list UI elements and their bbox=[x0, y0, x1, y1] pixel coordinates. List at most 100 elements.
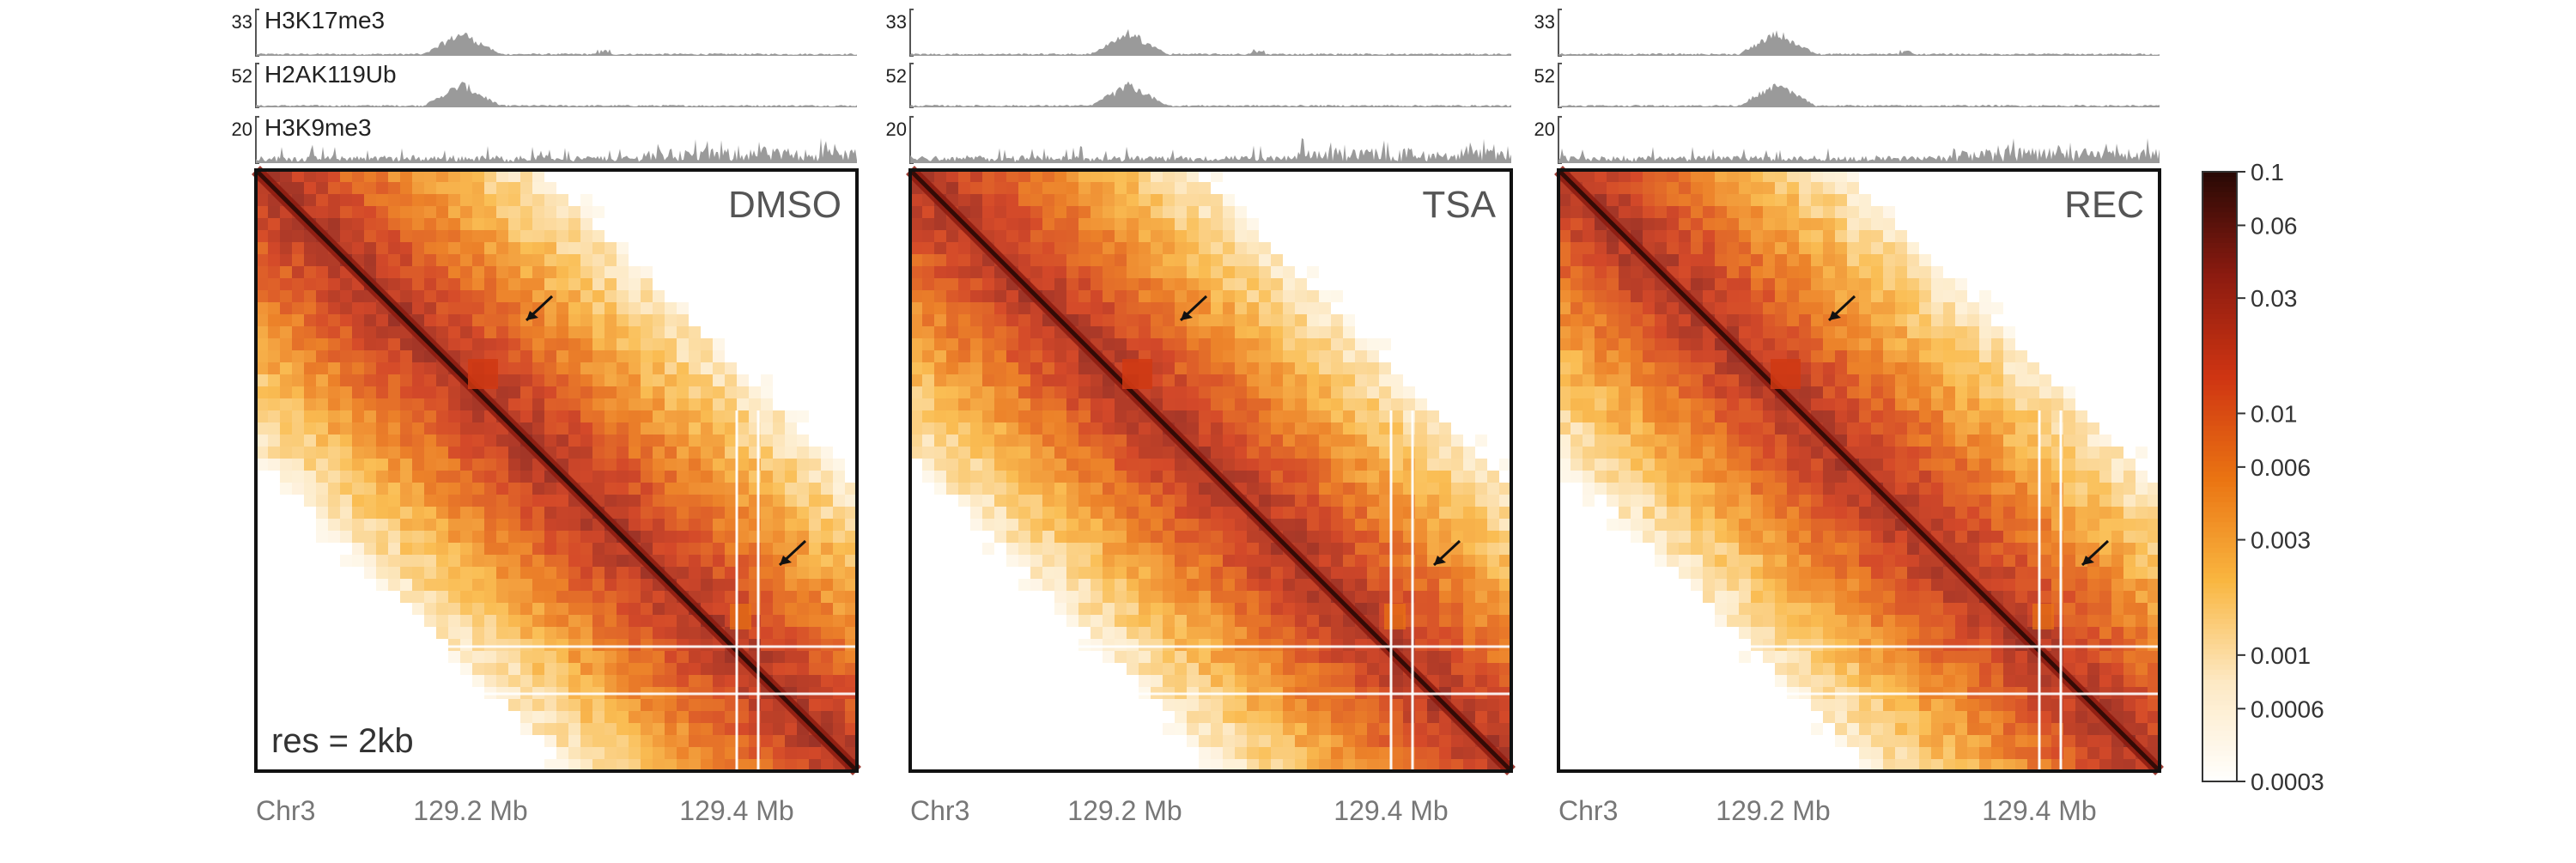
contact-cell bbox=[1847, 555, 1859, 567]
contact-cell bbox=[1571, 326, 1583, 338]
contact-cell bbox=[1739, 531, 1751, 543]
contact-cell bbox=[1883, 362, 1895, 374]
contact-cell bbox=[617, 398, 629, 410]
contact-cell bbox=[424, 531, 436, 543]
contact-cell bbox=[1463, 639, 1475, 651]
contact-cell bbox=[508, 507, 520, 519]
contact-cell bbox=[1175, 206, 1187, 218]
contact-cell bbox=[713, 471, 725, 483]
contact-cell bbox=[424, 278, 436, 290]
contact-cell bbox=[1066, 555, 1078, 567]
contact-cell bbox=[280, 218, 292, 230]
contact-cell bbox=[424, 543, 436, 555]
contact-cell bbox=[532, 639, 544, 651]
contact-cell bbox=[1259, 471, 1271, 483]
contact-cell bbox=[2003, 483, 2015, 495]
contact-cell bbox=[629, 278, 641, 290]
contact-cell bbox=[1295, 362, 1307, 374]
contact-cell bbox=[1355, 374, 1367, 386]
contact-cell bbox=[508, 699, 520, 711]
contact-cell bbox=[1463, 519, 1475, 531]
contact-cell bbox=[1367, 747, 1379, 759]
contact-cell bbox=[256, 326, 268, 338]
contact-cell bbox=[725, 410, 737, 422]
contact-cell bbox=[280, 398, 292, 410]
contact-cell bbox=[592, 759, 605, 771]
contact-cell bbox=[1283, 447, 1295, 459]
contact-cell bbox=[1907, 374, 1919, 386]
contact-cell bbox=[1199, 218, 1211, 230]
contact-cell bbox=[1078, 242, 1091, 254]
contact-cell bbox=[1895, 543, 1907, 555]
contact-cell bbox=[1487, 507, 1499, 519]
contact-cell bbox=[1907, 398, 1919, 410]
contact-cell bbox=[1103, 194, 1115, 206]
contact-cell bbox=[1139, 302, 1151, 314]
contact-cell bbox=[1103, 266, 1115, 278]
contact-cell bbox=[1415, 531, 1427, 543]
contact-cell bbox=[328, 386, 340, 398]
contact-cell bbox=[1211, 230, 1223, 242]
contact-cell bbox=[1715, 170, 1727, 182]
contact-cell bbox=[1163, 555, 1175, 567]
contact-cell bbox=[568, 651, 580, 663]
contact-cell bbox=[1319, 338, 1331, 350]
contact-cell bbox=[1379, 410, 1391, 422]
contact-cell bbox=[994, 290, 1006, 302]
contact-cell bbox=[1727, 555, 1739, 567]
contact-cell bbox=[1307, 711, 1319, 723]
contact-cell bbox=[1643, 206, 1655, 218]
contact-cell bbox=[376, 579, 388, 591]
contact-cell bbox=[1307, 603, 1319, 615]
contact-cell bbox=[1943, 374, 1955, 386]
contact-cell bbox=[1223, 459, 1235, 471]
contact-cell bbox=[1979, 290, 1991, 302]
contact-cell bbox=[934, 338, 946, 350]
contact-cell bbox=[1703, 290, 1715, 302]
contact-cell bbox=[833, 495, 845, 507]
contact-cell bbox=[1199, 711, 1211, 723]
contact-cell bbox=[472, 290, 484, 302]
contact-cell bbox=[520, 410, 532, 422]
contact-cell bbox=[316, 362, 328, 374]
contact-cell bbox=[922, 230, 934, 242]
contact-cell bbox=[460, 242, 472, 254]
contact-cell bbox=[376, 194, 388, 206]
contact-cell bbox=[268, 338, 280, 350]
contact-cell bbox=[508, 447, 520, 459]
contact-cell bbox=[1163, 579, 1175, 591]
contact-cell bbox=[1607, 194, 1619, 206]
contact-cell bbox=[2087, 447, 2099, 459]
contact-cell bbox=[617, 459, 629, 471]
contact-cell bbox=[809, 579, 821, 591]
contact-cell bbox=[1631, 350, 1643, 362]
contact-cell bbox=[1691, 386, 1703, 398]
contact-cell bbox=[316, 170, 328, 182]
contact-cell bbox=[982, 338, 994, 350]
contact-cell bbox=[761, 483, 773, 495]
contact-cell bbox=[1247, 435, 1259, 447]
contact-cell bbox=[641, 579, 653, 591]
contact-cell bbox=[472, 266, 484, 278]
contact-cell bbox=[677, 374, 689, 386]
contact-cell bbox=[1595, 471, 1607, 483]
contact-cell bbox=[376, 386, 388, 398]
contact-cell bbox=[1283, 723, 1295, 735]
contact-cell bbox=[448, 543, 460, 555]
contact-cell bbox=[568, 759, 580, 771]
contact-cell bbox=[268, 435, 280, 447]
contact-cell bbox=[1115, 567, 1127, 579]
contact-cell bbox=[1871, 230, 1883, 242]
contact-cell bbox=[1175, 579, 1187, 591]
contact-cell bbox=[665, 326, 677, 338]
contact-cell bbox=[1775, 543, 1787, 555]
contact-cell bbox=[1223, 735, 1235, 747]
contact-cell bbox=[256, 278, 268, 290]
contact-cell bbox=[1199, 410, 1211, 422]
contact-cell bbox=[1727, 206, 1739, 218]
contact-cell bbox=[1631, 398, 1643, 410]
contact-cell bbox=[1667, 555, 1679, 567]
contact-cell bbox=[556, 579, 568, 591]
contact-cell bbox=[701, 651, 713, 663]
contact-cell bbox=[1054, 422, 1066, 435]
